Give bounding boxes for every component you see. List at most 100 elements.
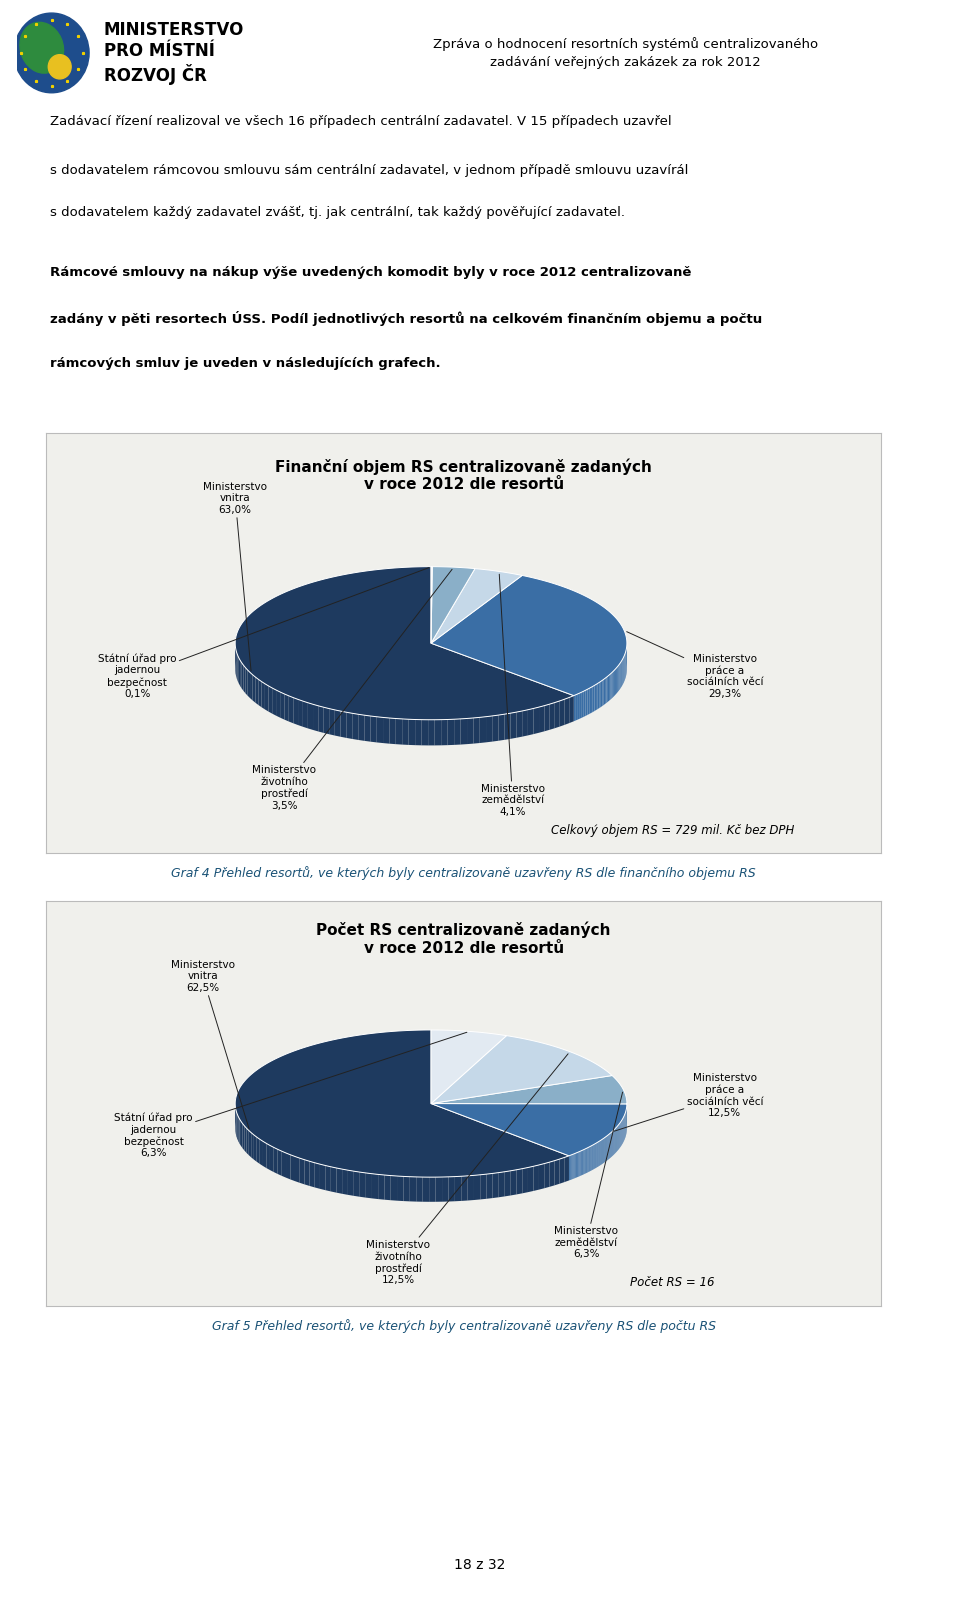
Text: zadány v pěti resortech ÚSS. Podíl jednotlivých resortů na celkovém finančním ob: zadány v pěti resortech ÚSS. Podíl jedno… — [50, 311, 762, 327]
Text: Státní úřad pro
jadernou
bezpečnost
0,1%: Státní úřad pro jadernou bezpečnost 0,1% — [98, 568, 429, 699]
Polygon shape — [528, 1166, 534, 1192]
Polygon shape — [250, 672, 252, 701]
Polygon shape — [473, 717, 480, 744]
Polygon shape — [238, 1116, 239, 1144]
Text: Ministerstvo
životního
prostředí
12,5%: Ministerstvo životního prostředí 12,5% — [367, 1054, 568, 1285]
Polygon shape — [504, 714, 511, 739]
Polygon shape — [249, 1131, 252, 1158]
Polygon shape — [615, 669, 616, 695]
Polygon shape — [341, 711, 347, 738]
Polygon shape — [534, 707, 539, 735]
Polygon shape — [448, 1177, 455, 1201]
Polygon shape — [235, 566, 574, 720]
Ellipse shape — [20, 22, 63, 74]
Polygon shape — [417, 1177, 422, 1201]
Text: Ministerstvo
zemědělství
6,3%: Ministerstvo zemědělství 6,3% — [554, 1092, 623, 1259]
Polygon shape — [442, 1177, 448, 1201]
Polygon shape — [492, 715, 498, 741]
Polygon shape — [390, 719, 396, 744]
Circle shape — [14, 13, 89, 93]
Polygon shape — [487, 1174, 492, 1198]
Text: Graf 5 Přehled resortů, ve kterých byly centralizovaně uzavřeny RS dle počtu RS: Graf 5 Přehled resortů, ve kterých byly … — [211, 1320, 716, 1333]
Polygon shape — [284, 695, 289, 722]
Text: Ministerstvo
práce a
sociálních věcí
29,3%: Ministerstvo práce a sociálních věcí 29,… — [627, 632, 763, 699]
Polygon shape — [474, 1174, 480, 1200]
Polygon shape — [320, 1165, 325, 1190]
Polygon shape — [560, 1158, 564, 1184]
Polygon shape — [246, 667, 248, 696]
Text: Zadávací řízení realizoval ve všech 16 případech centrální zadavatel. V 15 přípa: Zadávací řízení realizoval ve všech 16 p… — [50, 115, 672, 128]
Polygon shape — [248, 670, 250, 698]
Polygon shape — [342, 1169, 348, 1195]
Polygon shape — [239, 658, 240, 687]
Polygon shape — [270, 1145, 274, 1173]
Polygon shape — [281, 1152, 286, 1177]
Polygon shape — [336, 1168, 342, 1193]
Polygon shape — [598, 682, 599, 709]
Polygon shape — [309, 1161, 315, 1187]
Text: Počet RS = 16: Počet RS = 16 — [630, 1277, 715, 1290]
Polygon shape — [539, 706, 544, 733]
Polygon shape — [347, 712, 352, 739]
Polygon shape — [549, 1161, 555, 1187]
Polygon shape — [431, 576, 627, 696]
Polygon shape — [522, 1168, 528, 1193]
Polygon shape — [584, 690, 586, 717]
Polygon shape — [447, 719, 454, 746]
Polygon shape — [505, 1171, 511, 1197]
Polygon shape — [383, 717, 390, 744]
Polygon shape — [273, 688, 276, 715]
Polygon shape — [244, 666, 246, 693]
Polygon shape — [300, 1158, 304, 1184]
Polygon shape — [578, 693, 580, 720]
Polygon shape — [252, 675, 255, 703]
Polygon shape — [325, 1166, 331, 1192]
Polygon shape — [280, 691, 284, 720]
Polygon shape — [462, 1176, 468, 1201]
Polygon shape — [365, 715, 371, 741]
Polygon shape — [544, 704, 550, 731]
Polygon shape — [511, 712, 516, 739]
Polygon shape — [415, 720, 421, 746]
Polygon shape — [403, 1176, 410, 1201]
Polygon shape — [428, 720, 435, 746]
Polygon shape — [263, 1142, 266, 1168]
Polygon shape — [522, 709, 528, 736]
Polygon shape — [596, 683, 598, 711]
Polygon shape — [564, 698, 569, 725]
Polygon shape — [319, 706, 324, 733]
Polygon shape — [455, 1176, 462, 1201]
Polygon shape — [468, 1176, 474, 1200]
Polygon shape — [592, 685, 594, 712]
Polygon shape — [258, 680, 261, 707]
Text: s dodavatelem každý zadavatel zvášť, tj. jak centrální, tak každý pověřující zad: s dodavatelem každý zadavatel zvášť, tj.… — [50, 205, 625, 220]
Polygon shape — [298, 699, 303, 727]
Text: Celkový objem RS = 729 mil. Kč bez DPH: Celkový objem RS = 729 mil. Kč bez DPH — [551, 823, 794, 837]
Polygon shape — [586, 690, 588, 715]
Text: Zpráva o hodnocení resortních systémů centralizovaného
zadávání veřejných zakáze: Zpráva o hodnocení resortních systémů ce… — [433, 37, 818, 69]
Polygon shape — [239, 1120, 241, 1145]
Polygon shape — [467, 719, 473, 744]
Polygon shape — [616, 667, 617, 695]
Polygon shape — [550, 703, 555, 730]
Polygon shape — [431, 566, 475, 643]
Polygon shape — [260, 1139, 263, 1166]
Polygon shape — [611, 674, 612, 699]
Polygon shape — [304, 1160, 309, 1185]
Polygon shape — [604, 678, 605, 706]
Polygon shape — [286, 1153, 291, 1179]
Polygon shape — [238, 656, 239, 683]
Polygon shape — [269, 687, 273, 714]
Polygon shape — [492, 1173, 499, 1198]
Polygon shape — [516, 711, 522, 738]
Polygon shape — [613, 669, 615, 696]
Polygon shape — [308, 703, 313, 730]
Polygon shape — [436, 1177, 442, 1201]
Polygon shape — [431, 568, 522, 643]
Polygon shape — [376, 717, 383, 743]
Polygon shape — [431, 1076, 627, 1104]
Polygon shape — [580, 691, 582, 719]
Polygon shape — [511, 1169, 516, 1195]
Polygon shape — [295, 1156, 300, 1182]
Text: 18 z 32: 18 z 32 — [454, 1557, 506, 1572]
